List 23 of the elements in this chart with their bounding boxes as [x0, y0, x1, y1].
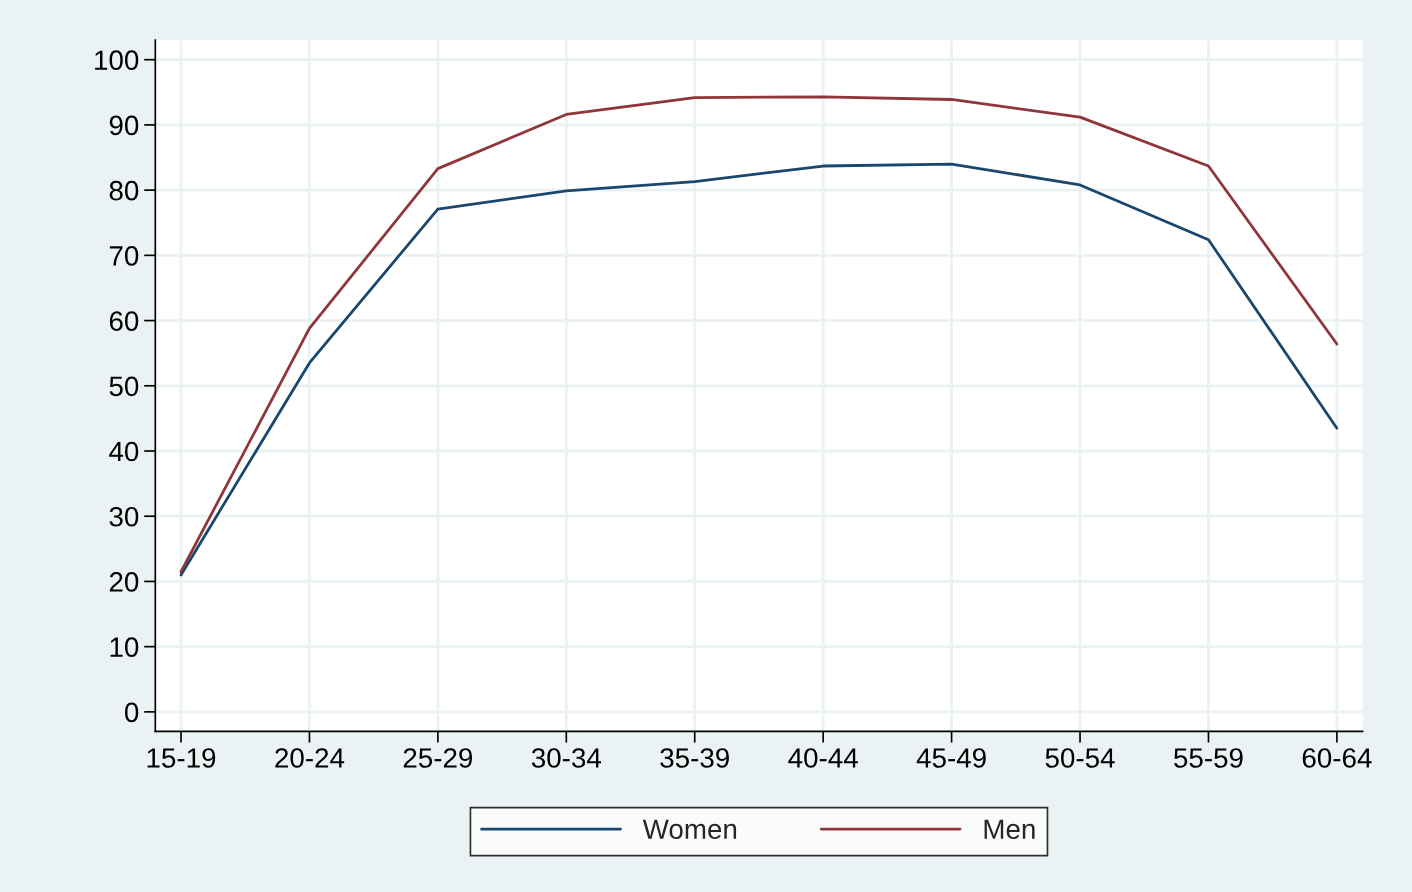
y-tick-label: 50 [109, 376, 139, 397]
legend-label: Women [642, 819, 737, 840]
x-tick-label: 15-19 [147, 748, 216, 768]
y-tick-label: 20 [109, 572, 139, 592]
x-tick-label: 60-64 [1302, 748, 1372, 768]
y-tick-label: 90 [109, 115, 139, 136]
y-tick-label: 60 [109, 311, 139, 331]
x-tick-label: 50-54 [1045, 748, 1115, 768]
y-tick-label: 80 [109, 180, 139, 201]
y-tick-label: 100 [95, 50, 139, 71]
y-tick-label: 70 [109, 246, 139, 266]
y-tick-label: 10 [110, 637, 139, 657]
x-tick-label: 35-39 [660, 748, 729, 768]
x-tick-label: 55-59 [1174, 748, 1243, 768]
y-tick-label: 0 [124, 702, 139, 723]
x-tick-label: 45-49 [916, 748, 986, 768]
legend-label: Men [984, 819, 1035, 840]
y-tick-label: 40 [109, 441, 139, 462]
x-tick-label: 30-34 [531, 748, 602, 768]
x-tick-label: 40-44 [788, 748, 858, 768]
x-tick-label: 25-29 [403, 748, 473, 768]
x-tick-label: 20-24 [275, 748, 345, 768]
y-tick-label: 30 [109, 506, 139, 527]
